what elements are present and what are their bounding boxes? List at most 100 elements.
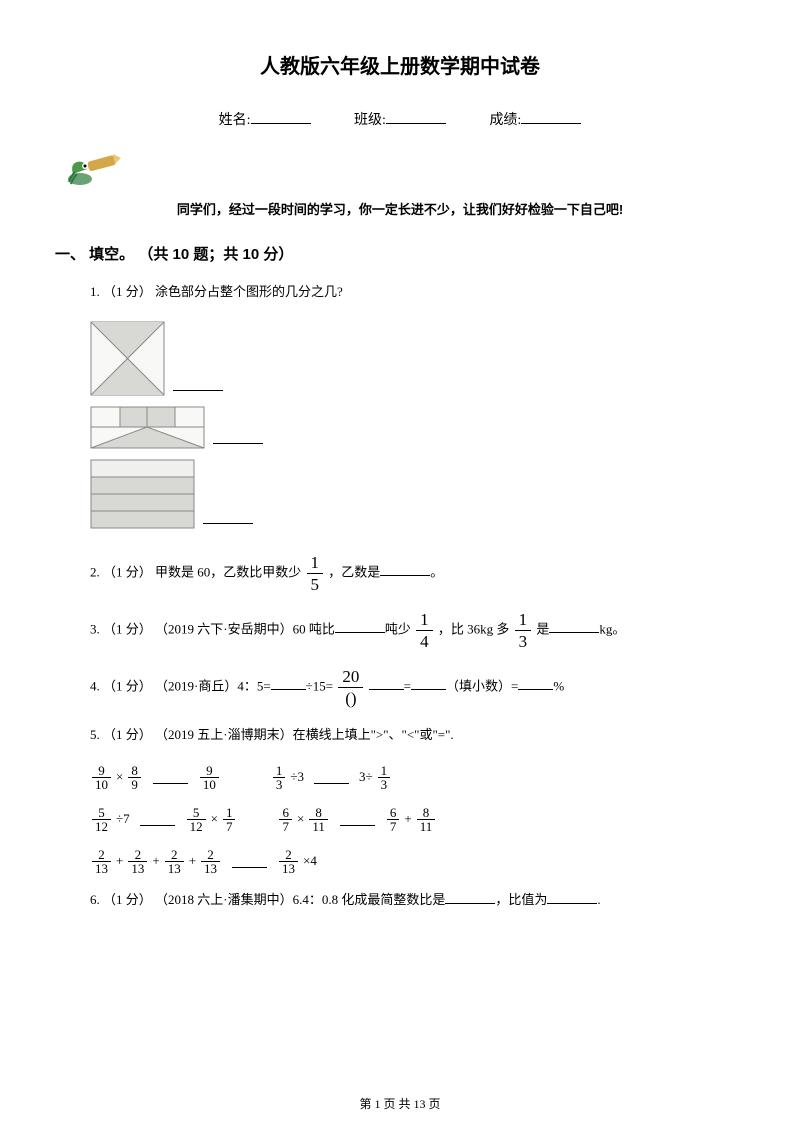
question-5: 5. （1 分） （2019 五上·淄博期末）在横线上填上">"、"<"或"="… <box>55 725 745 746</box>
shape-3-row <box>90 459 745 529</box>
n: 8 <box>128 764 141 778</box>
q5r1-blank1 <box>153 770 188 784</box>
n: 2 <box>165 848 184 862</box>
n: 8 <box>417 806 436 820</box>
score-blank <box>521 123 581 124</box>
encourage-text: 同学们，经过一段时间的学习，你一定长进不少，让我们好好检验一下自己吧! <box>55 199 745 218</box>
q4-mid3: = <box>404 678 411 693</box>
shape-3-blank <box>203 510 253 524</box>
section-1-header: 一、 填空。 （共 10 题；共 10 分） <box>55 243 745 264</box>
name-label: 姓名: <box>219 113 251 128</box>
q5r1-expr4: 3÷ 13 <box>359 764 392 791</box>
q2-frac-den: 5 <box>307 574 324 593</box>
frac: 910 <box>200 764 219 791</box>
q5-row-2: 512 ÷7 512 × 17 67 × 811 67 + 811 <box>55 806 745 833</box>
d: 11 <box>417 820 436 833</box>
pencil-icon <box>65 144 125 194</box>
q4-blank-1 <box>271 676 306 690</box>
frac: 13 <box>378 764 391 791</box>
op: + <box>116 853 123 869</box>
q5r2-blank2 <box>340 812 375 826</box>
shape-1-row <box>90 321 745 396</box>
n: 1 <box>223 806 236 820</box>
op: + <box>152 853 159 869</box>
shape-2-blank <box>213 430 263 444</box>
frac: 67 <box>279 806 292 833</box>
q5r2-expr2: 512 × 17 <box>185 806 238 833</box>
q2-fraction: 1 5 <box>307 554 324 593</box>
d: 13 <box>165 862 184 875</box>
q2-blank <box>380 562 430 576</box>
frac: 13 <box>273 764 286 791</box>
q4-blank-4 <box>518 676 553 690</box>
page-title: 人教版六年级上册数学期中试卷 <box>55 50 745 79</box>
n: 8 <box>309 806 328 820</box>
page-footer: 第 1 页 共 13 页 <box>0 1095 800 1112</box>
txt: 3÷ <box>359 769 373 785</box>
n: 6 <box>387 806 400 820</box>
d: 13 <box>92 862 111 875</box>
d: 7 <box>387 820 400 833</box>
q6-blank-1 <box>445 890 495 904</box>
q5r2-expr1: 512 ÷7 <box>90 806 130 833</box>
frac: 17 <box>223 806 236 833</box>
q1-text: 1. （1 分） 涂色部分占整个图形的几分之几? <box>90 284 343 299</box>
shape-rect-rows <box>90 459 195 529</box>
n: 6 <box>279 806 292 820</box>
q6-prefix: 6. （1 分） （2018 六上·潘集期中）6.4：0.8 化成最简整数比是 <box>90 892 445 907</box>
op: + <box>404 811 411 827</box>
q5-row-1: 910 × 89 910 13 ÷3 3÷ 13 <box>55 764 745 791</box>
n: 1 <box>273 764 286 778</box>
op: ×4 <box>303 853 317 869</box>
d: 9 <box>128 778 141 791</box>
q5r3-expr1: 213 + 213 + 213 + 213 <box>90 848 222 875</box>
shape-square-x <box>90 321 165 396</box>
q2-prefix: 2. （1 分） 甲数是 60，乙数比甲数少 <box>90 564 305 579</box>
q4-fraction: 20 () <box>338 668 363 707</box>
frac: 811 <box>309 806 328 833</box>
q5r3-expr2: 213 ×4 <box>277 848 317 875</box>
q5r3-blank1 <box>232 854 267 868</box>
class-blank <box>386 123 446 124</box>
q5r1-expr2: 910 <box>198 764 221 791</box>
name-blank <box>251 123 311 124</box>
q3-fraction-2: 1 3 <box>515 611 532 650</box>
d: 10 <box>92 778 111 791</box>
frac: 512 <box>187 806 206 833</box>
q3-f2-den: 3 <box>515 631 532 650</box>
q3-prefix: 3. （1 分） （2019 六下·安岳期中）60 吨比 <box>90 621 335 636</box>
q5r2-expr3: 67 × 811 <box>277 806 329 833</box>
q5r1-blank2 <box>314 770 349 784</box>
frac: 213 <box>128 848 147 875</box>
q2-suffix: ，乙数是 <box>328 564 380 579</box>
q6-mid: ，比值为 <box>495 892 547 907</box>
frac: 89 <box>128 764 141 791</box>
n: 9 <box>92 764 111 778</box>
d: 3 <box>378 778 391 791</box>
shape-rect-tri <box>90 406 205 449</box>
n: 2 <box>128 848 147 862</box>
op: ÷3 <box>290 769 304 785</box>
score-label: 成绩: <box>489 113 521 128</box>
q6-blank-2 <box>547 890 597 904</box>
d: 12 <box>92 820 111 833</box>
op: × <box>116 769 123 785</box>
q3-mid1: 吨少 <box>385 621 414 636</box>
frac: 213 <box>165 848 184 875</box>
d: 13 <box>128 862 147 875</box>
q3-fraction-1: 1 4 <box>416 611 433 650</box>
d: 11 <box>309 820 328 833</box>
frac: 811 <box>417 806 436 833</box>
q3-blank-2 <box>549 619 599 633</box>
frac: 910 <box>92 764 111 791</box>
q4-mid4: （填小数）= <box>446 678 518 693</box>
q3-f1-num: 1 <box>416 611 433 631</box>
op: ÷7 <box>116 811 130 827</box>
q4-frac-den: () <box>338 688 363 707</box>
q2-frac-num: 1 <box>307 554 324 574</box>
n: 1 <box>378 764 391 778</box>
q3-end: kg。 <box>599 621 625 636</box>
shape-2-row <box>90 406 745 449</box>
question-6: 6. （1 分） （2018 六上·潘集期中）6.4：0.8 化成最简整数比是 ，… <box>55 890 745 911</box>
d: 13 <box>279 862 298 875</box>
